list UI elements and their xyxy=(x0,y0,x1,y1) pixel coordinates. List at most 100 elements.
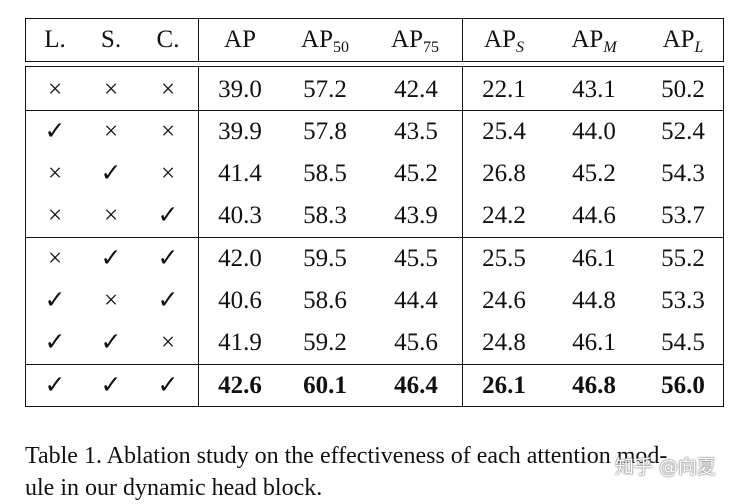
header-apl: APL xyxy=(645,25,721,56)
cell-ap75: 45.5 xyxy=(394,245,438,272)
cell-aps: 24.6 xyxy=(482,287,526,314)
cell-aps: 24.2 xyxy=(482,202,526,229)
cell-ap50: 60.1 xyxy=(303,372,347,399)
cell-apm: 44.8 xyxy=(572,287,616,314)
cell-apl: 53.3 xyxy=(661,287,705,314)
header-l: L. xyxy=(44,26,66,53)
cell-l: ✓ xyxy=(44,372,66,399)
caption-line-2: ule in our dynamic head block. xyxy=(25,475,323,501)
cell-apm: 43.1 xyxy=(572,76,616,103)
cell-c: × xyxy=(160,160,176,187)
table-caption: Table 1. Ablation study on the effective… xyxy=(25,440,725,504)
header-ap50-sub: 50 xyxy=(332,39,349,56)
cell-s: ✓ xyxy=(100,160,122,187)
cell-ap: 39.0 xyxy=(218,76,262,103)
header-ap50-base: AP xyxy=(301,26,333,53)
cell-apl: 55.2 xyxy=(661,245,705,272)
cell-s: × xyxy=(103,202,119,229)
cell-l: × xyxy=(47,160,63,187)
table-body-border xyxy=(25,66,724,407)
group-divider xyxy=(25,110,724,111)
cell-apl: 54.5 xyxy=(661,329,705,356)
header-aps-base: AP xyxy=(484,26,516,53)
cell-apl: 50.2 xyxy=(661,76,705,103)
cell-c: ✓ xyxy=(157,202,179,229)
header-aps: APS xyxy=(466,25,542,56)
cell-apl: 54.3 xyxy=(661,160,705,187)
cell-s: ✓ xyxy=(100,329,122,356)
cell-apm: 46.1 xyxy=(572,329,616,356)
cell-ap75: 43.5 xyxy=(394,118,438,145)
cell-s: × xyxy=(103,287,119,314)
header-ap75: AP75 xyxy=(375,25,455,56)
cell-c: ✓ xyxy=(157,287,179,314)
cell-ap: 41.4 xyxy=(218,160,262,187)
cell-ap: 42.0 xyxy=(218,245,262,272)
caption-line-1: Table 1. Ablation study on the effective… xyxy=(25,443,668,469)
cell-apm: 46.8 xyxy=(572,372,616,399)
cell-apm: 45.2 xyxy=(572,160,616,187)
cell-ap: 40.6 xyxy=(218,287,262,314)
column-divider xyxy=(462,66,463,407)
cell-c: × xyxy=(160,329,176,356)
column-divider xyxy=(462,18,463,62)
cell-s: × xyxy=(103,118,119,145)
cell-ap75: 45.6 xyxy=(394,329,438,356)
cell-l: ✓ xyxy=(44,118,66,145)
cell-aps: 26.1 xyxy=(482,372,526,399)
cell-ap50: 59.5 xyxy=(303,245,347,272)
cell-aps: 25.5 xyxy=(482,245,526,272)
cell-l: ✓ xyxy=(44,287,66,314)
cell-c: ✓ xyxy=(157,245,179,272)
header-apl-sub: L xyxy=(694,39,704,56)
header-apl-base: AP xyxy=(662,26,695,53)
watermark: 知乎 @向夏 xyxy=(615,456,717,478)
cell-ap75: 46.4 xyxy=(394,372,438,399)
cell-ap75: 44.4 xyxy=(394,287,438,314)
cell-ap75: 45.2 xyxy=(394,160,438,187)
cell-aps: 22.1 xyxy=(482,76,526,103)
header-apm-base: AP xyxy=(571,26,604,53)
cell-ap: 39.9 xyxy=(218,118,262,145)
cell-c: × xyxy=(160,118,176,145)
header-ap75-sub: 75 xyxy=(422,39,439,56)
group-divider xyxy=(25,237,724,238)
cell-l: × xyxy=(47,202,63,229)
cell-s: × xyxy=(103,76,119,103)
header-s: S. xyxy=(100,26,122,53)
cell-ap50: 58.6 xyxy=(303,287,347,314)
cell-apm: 44.0 xyxy=(572,118,616,145)
cell-c: × xyxy=(160,76,176,103)
cell-ap50: 57.2 xyxy=(303,76,347,103)
cell-l: ✓ xyxy=(44,329,66,356)
header-ap: AP xyxy=(224,26,256,53)
cell-apl: 52.4 xyxy=(661,118,705,145)
cell-apl: 53.7 xyxy=(661,202,705,229)
cell-apm: 44.6 xyxy=(572,202,616,229)
group-divider xyxy=(25,364,724,365)
column-divider xyxy=(198,18,199,62)
cell-ap50: 57.8 xyxy=(303,118,347,145)
header-ap50: AP50 xyxy=(285,25,365,56)
cell-ap: 41.9 xyxy=(218,329,262,356)
cell-s: ✓ xyxy=(100,372,122,399)
cell-ap: 40.3 xyxy=(218,202,262,229)
cell-ap50: 58.3 xyxy=(303,202,347,229)
cell-ap50: 59.2 xyxy=(303,329,347,356)
cell-l: × xyxy=(47,76,63,103)
cell-s: ✓ xyxy=(100,245,122,272)
cell-ap50: 58.5 xyxy=(303,160,347,187)
cell-aps: 24.8 xyxy=(482,329,526,356)
cell-aps: 26.8 xyxy=(482,160,526,187)
cell-c: ✓ xyxy=(157,372,179,399)
header-apm: APM xyxy=(552,25,636,56)
table-header-border xyxy=(25,18,724,62)
header-aps-sub: S xyxy=(515,39,524,56)
header-ap75-base: AP xyxy=(391,26,423,53)
header-apm-sub: M xyxy=(603,39,617,56)
cell-apm: 46.1 xyxy=(572,245,616,272)
cell-ap75: 43.9 xyxy=(394,202,438,229)
cell-aps: 25.4 xyxy=(482,118,526,145)
column-divider xyxy=(198,66,199,407)
cell-ap75: 42.4 xyxy=(394,76,438,103)
